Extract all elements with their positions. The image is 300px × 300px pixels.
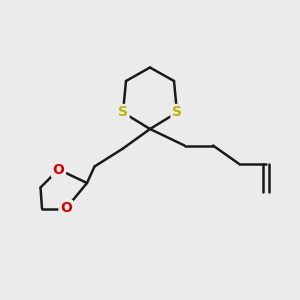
Text: S: S [118,106,128,119]
Text: O: O [60,202,72,215]
Text: O: O [52,163,64,176]
Text: S: S [172,106,182,119]
